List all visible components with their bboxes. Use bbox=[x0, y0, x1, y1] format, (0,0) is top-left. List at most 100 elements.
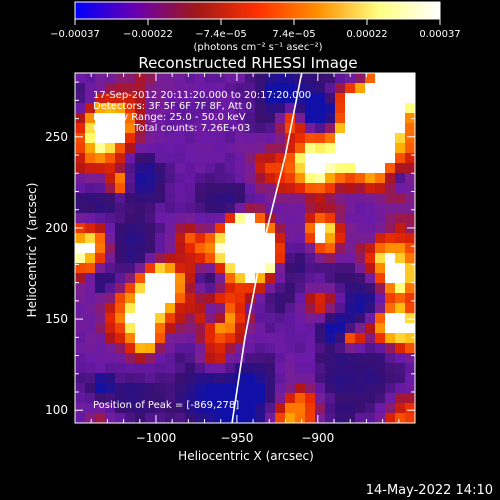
heatmap-cell bbox=[135, 113, 146, 124]
heatmap-cell bbox=[245, 363, 256, 374]
heatmap-cell bbox=[85, 143, 96, 154]
heatmap-cell bbox=[215, 393, 226, 404]
heatmap-cell bbox=[405, 103, 415, 114]
heatmap-cell bbox=[195, 343, 206, 354]
heatmap-cell bbox=[295, 343, 306, 354]
heatmap-cell bbox=[115, 403, 126, 414]
heatmap-cell bbox=[395, 143, 406, 154]
colorbar-ticks bbox=[74, 19, 441, 25]
heatmap-cell bbox=[75, 283, 86, 294]
heatmap-cell bbox=[85, 203, 96, 214]
heatmap-cell bbox=[335, 253, 346, 264]
heatmap-cell bbox=[145, 243, 156, 254]
heatmap-cell bbox=[175, 303, 186, 314]
heatmap-cell bbox=[315, 223, 326, 234]
heatmap-cell bbox=[305, 303, 316, 314]
heatmap-cell bbox=[285, 353, 296, 364]
heatmap-cell bbox=[225, 93, 236, 104]
heatmap-cell bbox=[345, 293, 356, 304]
heatmap-cell bbox=[195, 163, 206, 174]
heatmap-cell bbox=[135, 193, 146, 204]
heatmap-cell bbox=[385, 273, 396, 284]
y-tick-label-0: 100 bbox=[45, 403, 68, 417]
heatmap-cell bbox=[95, 73, 106, 84]
heatmap-cell bbox=[245, 183, 256, 194]
heatmap-cell bbox=[355, 303, 366, 314]
heatmap-cell bbox=[335, 173, 346, 184]
heatmap-cell bbox=[395, 403, 406, 414]
heatmap-cell bbox=[185, 113, 196, 124]
heatmap-cell bbox=[145, 293, 156, 304]
heatmap-cell bbox=[335, 353, 346, 364]
heatmap-cell bbox=[275, 73, 286, 84]
heatmap-cell bbox=[95, 123, 106, 134]
heatmap-cell bbox=[185, 93, 196, 104]
heatmap-cell bbox=[295, 183, 306, 194]
heatmap-cell bbox=[205, 233, 216, 244]
heatmap-cell bbox=[205, 363, 216, 374]
heatmap-cell bbox=[275, 263, 286, 274]
heatmap-cell bbox=[335, 153, 346, 164]
heatmap-cell bbox=[135, 103, 146, 114]
heatmap-cell bbox=[225, 133, 236, 144]
heatmap-cell bbox=[365, 73, 376, 84]
heatmap-cell bbox=[85, 293, 96, 304]
heatmap-cell bbox=[355, 213, 366, 224]
heatmap-cell bbox=[155, 203, 166, 214]
heatmap-cell bbox=[115, 123, 126, 134]
heatmap-cell bbox=[135, 413, 146, 423]
heatmap-cell bbox=[95, 403, 106, 414]
heatmap-cell bbox=[375, 83, 386, 94]
heatmap-cell bbox=[205, 263, 216, 274]
heatmap-cell bbox=[325, 153, 336, 164]
heatmap-cell bbox=[125, 223, 136, 234]
heatmap-cell bbox=[175, 283, 186, 294]
heatmap-cell bbox=[305, 353, 316, 364]
heatmap-cell bbox=[325, 363, 336, 374]
heatmap-cell bbox=[125, 203, 136, 214]
heatmap-cell bbox=[235, 93, 246, 104]
heatmap-cell bbox=[375, 153, 386, 164]
heatmap-cell bbox=[345, 213, 356, 224]
heatmap-cell bbox=[395, 193, 406, 204]
heatmap-cell bbox=[215, 403, 226, 414]
heatmap-cell bbox=[395, 333, 406, 344]
heatmap-cell bbox=[375, 403, 386, 414]
heatmap-cell bbox=[385, 243, 396, 254]
heatmap-cell bbox=[125, 133, 136, 144]
heatmap-cell bbox=[225, 153, 236, 164]
heatmap-cell bbox=[135, 243, 146, 254]
heatmap-cell bbox=[245, 233, 256, 244]
heatmap-cell bbox=[135, 343, 146, 354]
colorbar-tick-label-2: −7.4e−05 bbox=[195, 29, 247, 40]
heatmap-cell bbox=[285, 393, 296, 404]
heatmap-cell bbox=[235, 223, 246, 234]
heatmap-cell bbox=[335, 343, 346, 354]
heatmap-cell bbox=[335, 203, 346, 214]
heatmap-cell bbox=[325, 333, 336, 344]
heatmap-cell bbox=[405, 133, 415, 144]
heatmap-cell bbox=[175, 113, 186, 124]
heatmap-cell bbox=[385, 393, 396, 404]
heatmap-cell bbox=[225, 83, 236, 94]
heatmap-cell bbox=[385, 283, 396, 294]
y-tick-label-1: 150 bbox=[45, 312, 68, 326]
heatmap-cell bbox=[305, 383, 316, 394]
heatmap-cell bbox=[345, 263, 356, 274]
heatmap-cell bbox=[145, 103, 156, 114]
heatmap-cell bbox=[355, 163, 366, 174]
heatmap-cell bbox=[85, 343, 96, 354]
heatmap-cell bbox=[305, 343, 316, 354]
heatmap-cell bbox=[235, 383, 246, 394]
colorbar-tick-label-3: 7.4e−05 bbox=[272, 29, 315, 40]
heatmap-cell bbox=[175, 393, 186, 404]
heatmap-cell bbox=[115, 103, 126, 114]
heatmap-cell bbox=[105, 113, 116, 124]
heatmap-cell bbox=[365, 263, 376, 274]
heatmap-cell bbox=[405, 333, 415, 344]
heatmap-cell bbox=[165, 183, 176, 194]
heatmap-cell bbox=[245, 173, 256, 184]
heatmap-cell bbox=[285, 253, 296, 264]
heatmap-cell bbox=[215, 143, 226, 154]
heatmap-cell bbox=[295, 233, 306, 244]
